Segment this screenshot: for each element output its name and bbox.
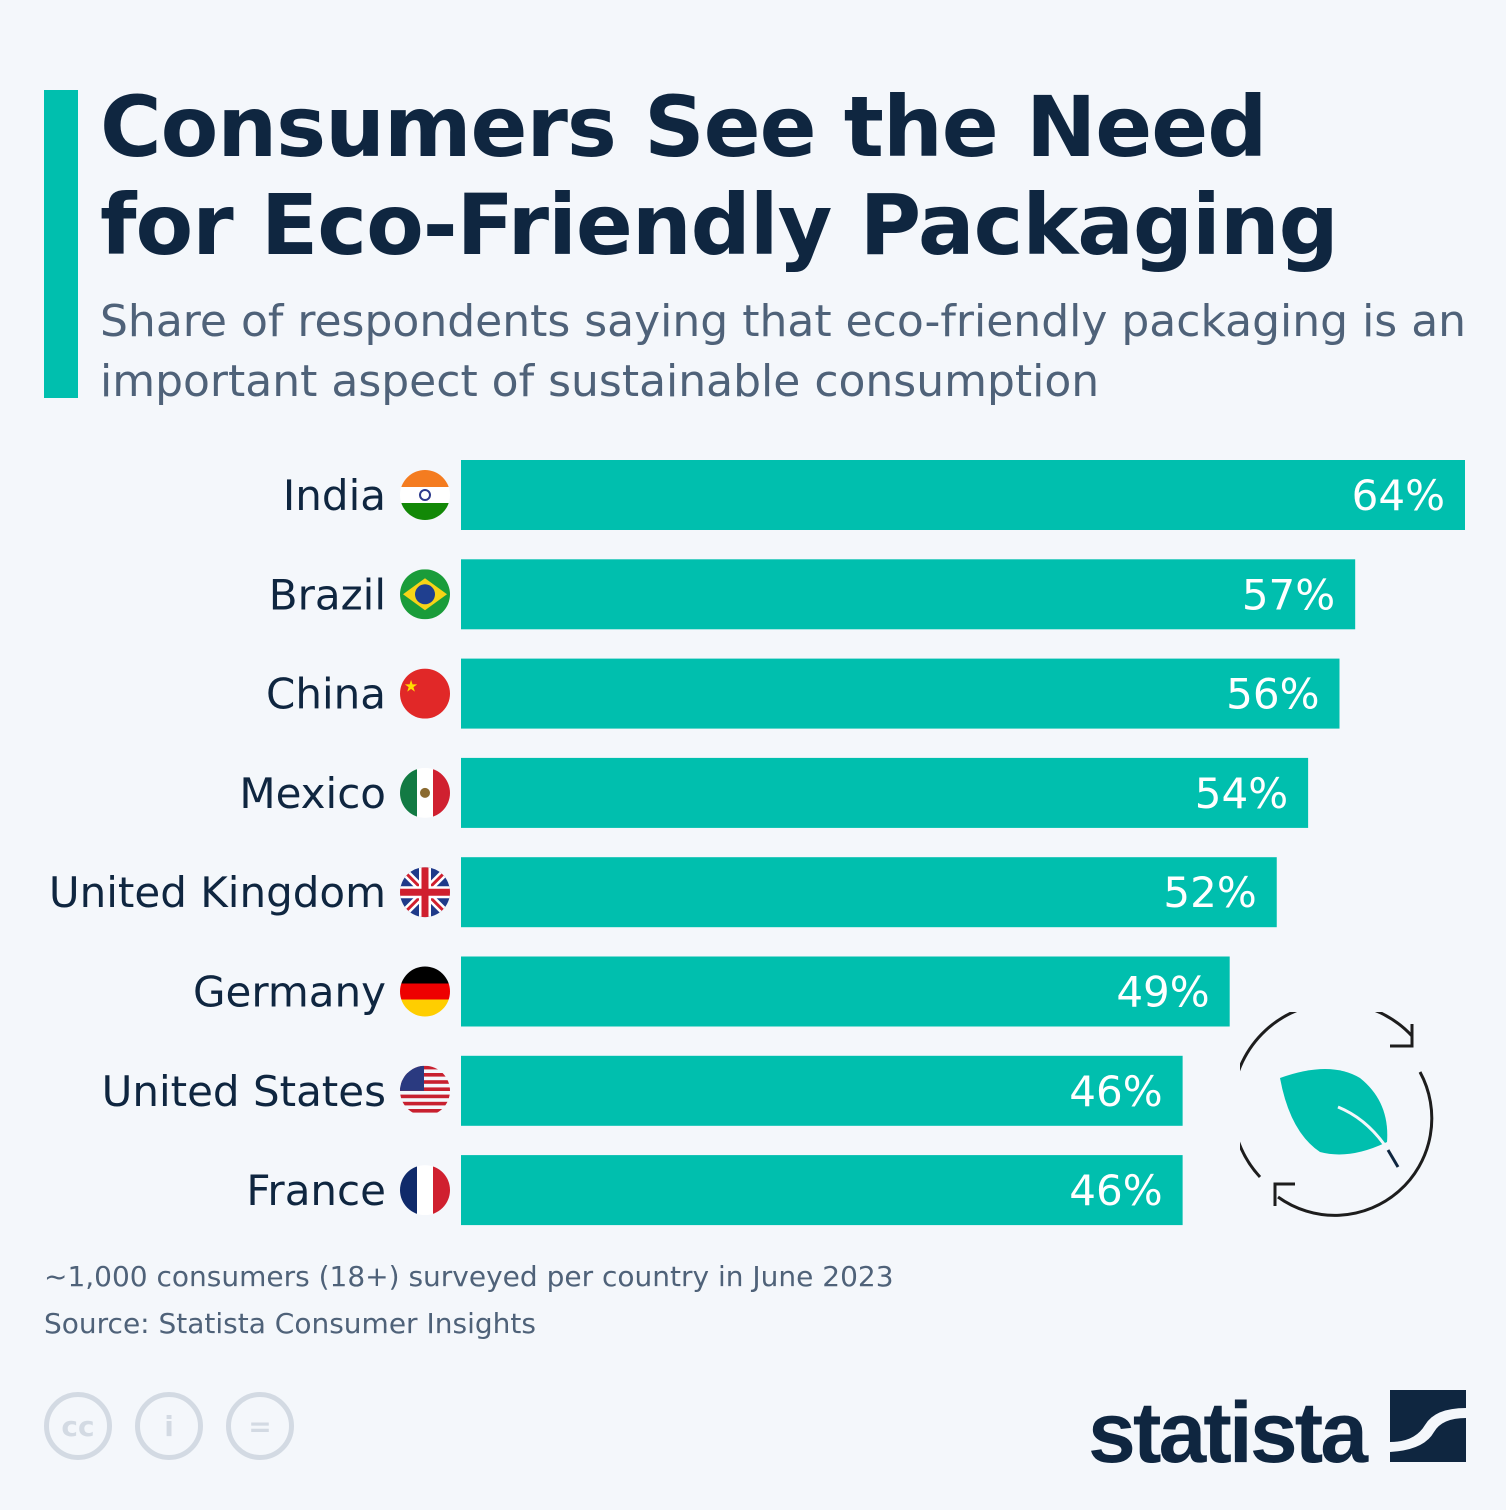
bar-value-label: 54% [1195, 769, 1288, 818]
accent-bar [44, 90, 78, 398]
no-derivatives-icon[interactable]: = [226, 1392, 294, 1460]
bar [461, 460, 1465, 530]
category-label: United States [102, 1067, 386, 1116]
footnote: ~1,000 consumers (18+) surveyed per coun… [44, 1260, 894, 1293]
bar-value-label: 49% [1116, 968, 1209, 1017]
flag-icon [400, 569, 450, 620]
title-line-1: Consumers See the Need [100, 78, 1267, 176]
category-label: United Kingdom [49, 868, 386, 917]
bar [461, 559, 1356, 630]
bar-value-label: 46% [1069, 1067, 1162, 1116]
bar [461, 1155, 1183, 1226]
flag-icon [400, 1165, 450, 1216]
bar [461, 857, 1277, 928]
category-label: France [246, 1166, 386, 1215]
flag-icon [400, 1065, 450, 1113]
bar-value-label: 64% [1352, 471, 1445, 520]
category-label: China [266, 670, 386, 719]
chart-title: Consumers See the Need for Eco-Friendly … [100, 78, 1339, 274]
bar [461, 1055, 1183, 1126]
bar [461, 956, 1230, 1027]
bar-value-label: 46% [1069, 1166, 1162, 1215]
category-label: Germany [193, 968, 386, 1017]
bar [461, 658, 1340, 729]
category-label: India [283, 471, 386, 520]
flag-icon [400, 470, 450, 520]
attribution-icon[interactable]: i [135, 1392, 203, 1460]
flag-icon [400, 767, 450, 818]
statista-logo: statista [1088, 1385, 1368, 1481]
recycle-leaf-icon [1240, 1012, 1434, 1217]
cc-license-icon[interactable]: cc [44, 1392, 112, 1460]
bar-value-label: 56% [1226, 670, 1319, 719]
flag-icon [400, 867, 450, 918]
bar-chart: 64% India 57% Brazil 56% China ★ 54% Mexico 52% Un… [49, 460, 1465, 1226]
statista-logo-mark-icon [1390, 1390, 1466, 1462]
source: Source: Statista Consumer Insights [44, 1307, 536, 1340]
svg-text:★: ★ [404, 677, 418, 696]
flag-icon: ★ [400, 668, 450, 719]
flag-icon [400, 966, 450, 1017]
chart-subtitle: Share of respondents saying that eco-fri… [100, 296, 1467, 407]
category-label: Mexico [239, 769, 386, 818]
title-line-2: for Eco-Friendly Packaging [100, 176, 1339, 274]
bar-value-label: 52% [1163, 868, 1256, 917]
bar [461, 757, 1309, 828]
bar-value-label: 57% [1242, 570, 1335, 619]
category-label: Brazil [269, 570, 386, 619]
